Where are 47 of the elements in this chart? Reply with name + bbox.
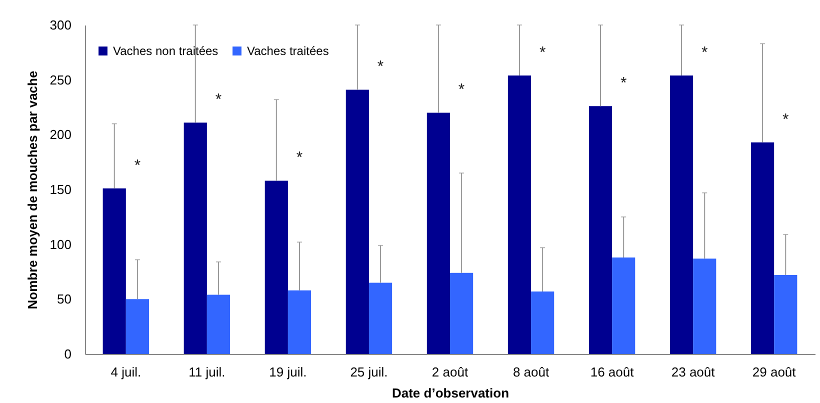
- annotation: *: [215, 92, 222, 109]
- bar: [508, 75, 532, 354]
- y-tick-label: 0: [64, 346, 72, 362]
- annotation: *: [539, 44, 546, 62]
- bar: [206, 294, 230, 354]
- x-tick-label: 8 août: [512, 364, 550, 380]
- bar: [693, 258, 716, 354]
- bar: [126, 299, 150, 354]
- x-tick-label: 29 août: [752, 364, 796, 380]
- bar: [368, 282, 392, 354]
- annotation: *: [782, 111, 789, 128]
- annotation: *: [134, 157, 141, 174]
- y-tick-label: 250: [50, 72, 72, 88]
- x-tick-label: 23 août: [671, 364, 716, 380]
- bar: [612, 257, 636, 354]
- annotation: *: [701, 44, 708, 62]
- x-tick-label: 2 août: [432, 364, 468, 380]
- x-axis-title: Date d’observation: [392, 386, 510, 400]
- bar: [102, 188, 126, 354]
- x-tick-label: 16 août: [590, 364, 634, 380]
- legend-label: Vaches traitées: [247, 44, 329, 58]
- y-tick-label: 150: [50, 182, 72, 197]
- y-tick-label: 50: [57, 292, 72, 307]
- bar: [774, 275, 798, 354]
- annotation: *: [296, 150, 303, 167]
- bar: [531, 291, 554, 354]
- bar: [184, 122, 207, 354]
- bar: [426, 112, 450, 354]
- annotation: *: [458, 82, 465, 99]
- bar: [670, 75, 694, 354]
- y-tick-label: 100: [50, 236, 72, 252]
- y-tick-label: 300: [50, 18, 72, 32]
- bar: [264, 180, 288, 354]
- y-tick-label: 200: [50, 127, 72, 142]
- bar: [588, 106, 612, 354]
- x-tick-label: 19 juil.: [269, 364, 307, 380]
- bar: [346, 90, 369, 354]
- x-tick-label: 4 juil.: [110, 364, 142, 380]
- x-tick-label: 11 juil.: [188, 364, 226, 380]
- x-tick-label: 25 juil.: [350, 364, 388, 380]
- legend-label: Vaches non traitées: [113, 44, 218, 58]
- bar: [450, 272, 474, 354]
- bar: [288, 290, 312, 354]
- y-axis-title: Nombre moyen de mouches par vache: [24, 70, 40, 310]
- annotation: *: [377, 58, 384, 76]
- annotation: *: [620, 75, 627, 92]
- bar: [750, 142, 774, 354]
